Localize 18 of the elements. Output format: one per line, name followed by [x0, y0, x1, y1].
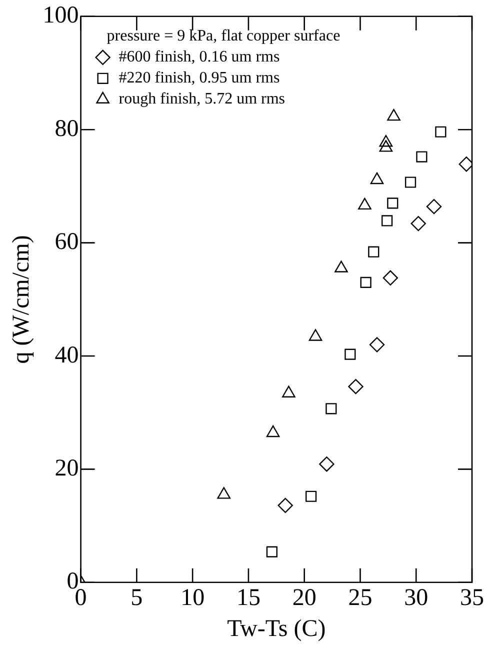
y-tick-label: 20 [54, 455, 79, 482]
y-axis-title: q (W/cm/cm) [8, 235, 35, 364]
y-tick-label: 100 [42, 2, 79, 29]
legend-label: rough finish, 5.72 um rms [118, 90, 286, 108]
x-tick-label: 30 [404, 585, 428, 612]
x-tick-label: 35 [460, 585, 484, 612]
legend-label: #600 finish, 0.16 um rms [118, 48, 280, 66]
x-tick-label: 5 [130, 585, 143, 612]
x-tick-label: 10 [180, 585, 205, 612]
x-tick-label: 15 [236, 585, 260, 612]
x-axis-title: Tw-Ts (C) [227, 616, 326, 642]
x-tick-label: 20 [292, 585, 316, 612]
legend-title: pressure = 9 kPa, flat copper surface [106, 28, 340, 45]
x-tick-label: 25 [348, 585, 372, 612]
y-tick-label: 60 [54, 229, 79, 256]
y-tick-label: 40 [54, 342, 79, 368]
y-tick-label: 80 [54, 116, 79, 142]
legend-label: #220 finish, 0.95 um rms [118, 70, 280, 87]
